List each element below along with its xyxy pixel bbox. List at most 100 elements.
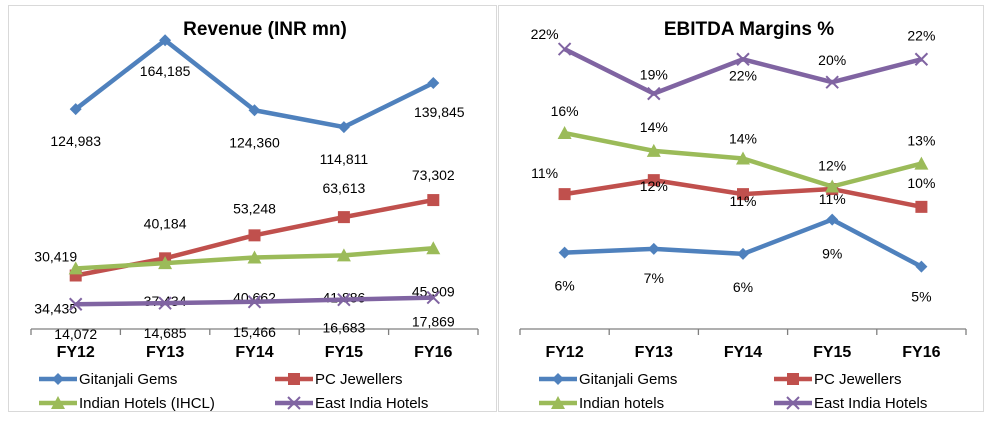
data-point-indian-hotels-ihcl-fy12	[68, 261, 83, 275]
data-label-gitanjali-gems-fy13: 164,185	[140, 63, 191, 79]
data-label-east-india-hotels-fy15: 20%	[818, 52, 846, 68]
data-point-pc-jewellers-fy16	[427, 194, 440, 207]
series-east-india-hotels: 14,072 14,685 15,466 16,683 17,869	[54, 290, 455, 342]
legend: Gitanjali Gems PC Jewellers Indian Hotels …	[39, 371, 428, 412]
ebitda-chart: EBITDA Margins % FY12 FY13 FY14 FY15 FY16 6% 7%…	[519, 19, 967, 412]
data-label-gitanjali-gems-fy15: 114,811	[320, 151, 369, 167]
data-point-indian-hotels-ihcl-fy14	[247, 250, 262, 264]
x-tick-label-fy12: FY12	[545, 344, 583, 361]
data-label-indian-hotels-ihcl-fy16: 45,909	[412, 283, 455, 299]
data-label-indian-hotels-fy14: 14%	[729, 131, 757, 147]
data-point-east-india-hotels-fy13	[158, 296, 172, 310]
revenue-chart: Revenue (INR mn) FY12 FY13 FY14 FY15 FY16 124,…	[30, 19, 479, 412]
legend-label-east-india-hotels: East India Hotels	[315, 395, 428, 412]
x-tick-label-fy15: FY15	[325, 344, 363, 361]
data-label-indian-hotels-fy16: 13%	[907, 133, 935, 149]
data-point-gitanjali-gems-fy16	[915, 260, 928, 273]
data-label-gitanjali-gems-fy12: 124,983	[50, 133, 101, 149]
data-point-pc-jewellers-fy14	[737, 188, 749, 201]
series-pc-jewellers: 30,419 40,184 53,248 63,613 73,302	[34, 167, 455, 282]
x-tick-label-fy13: FY13	[146, 344, 184, 361]
legend-item-pc-jewellers: PC Jewellers	[774, 371, 902, 388]
data-point-east-india-hotels-fy12	[557, 42, 572, 56]
legend-marker-east-india-hotels	[287, 396, 301, 410]
chart-title: EBITDA Margins %	[664, 19, 834, 40]
data-point-east-india-hotels-fy15	[825, 75, 839, 89]
legend-marker-east-india-hotels	[786, 396, 800, 410]
data-label-indian-hotels-fy12: 16%	[551, 103, 579, 119]
legend-label-gitanjali-gems: Gitanjali Gems	[79, 371, 177, 388]
data-label-gitanjali-gems-fy14: 6%	[733, 279, 753, 295]
data-label-pc-jewellers-fy12: 30,419	[34, 248, 77, 264]
data-point-east-india-hotels-fy16	[426, 290, 441, 305]
data-label-gitanjali-gems-fy15: 9%	[822, 246, 842, 262]
x-tick-label-fy12: FY12	[57, 344, 95, 361]
series-gitanjali-gems: 6% 7% 6% 9% 5%	[554, 213, 932, 305]
data-label-east-india-hotels-fy13: 19%	[640, 67, 668, 83]
data-point-gitanjali-gems-fy12	[558, 246, 571, 259]
series-east-india-hotels: 22% 19% 22% 20% 22%	[531, 26, 935, 101]
data-point-gitanjali-gems-fy16	[427, 77, 440, 90]
data-point-pc-jewellers-fy13	[647, 174, 660, 187]
series-pc-jewellers: 11% 12% 11% 11% 10%	[531, 165, 935, 213]
data-point-gitanjali-gems-fy13	[159, 34, 172, 47]
data-point-east-india-hotels-fy16	[914, 52, 929, 66]
data-label-east-india-hotels-fy16: 22%	[907, 27, 935, 43]
data-point-pc-jewellers-fy15	[337, 211, 350, 224]
legend-item-pc-jewellers: PC Jewellers	[275, 371, 403, 388]
data-point-indian-hotels-ihcl-fy16	[426, 241, 441, 255]
series-gitanjali-gems: 124,983 164,185 124,360 114,811 139,845	[50, 34, 465, 167]
data-point-indian-hotels-ihcl-fy15	[336, 248, 351, 262]
legend-marker-gitanjali-gems	[552, 373, 564, 385]
data-label-east-india-hotels-fy13: 14,685	[144, 325, 187, 341]
data-point-gitanjali-gems-fy14	[737, 247, 749, 260]
data-label-pc-jewellers-fy15: 11%	[819, 191, 846, 207]
x-tick-label-fy16: FY16	[902, 344, 940, 361]
data-label-gitanjali-gems-fy16: 139,845	[414, 104, 465, 120]
legend-label-indian-hotels: Indian hotels	[579, 395, 664, 412]
data-point-indian-hotels-fy15	[825, 179, 840, 193]
legend-label-indian-hotels-ihcl: Indian Hotels (IHCL)	[79, 395, 215, 412]
data-label-pc-jewellers-fy14: 53,248	[233, 200, 276, 216]
data-point-indian-hotels-fy13	[646, 143, 661, 157]
data-label-east-india-hotels-fy14: 15,466	[233, 324, 276, 340]
legend-label-pc-jewellers: PC Jewellers	[315, 371, 403, 388]
data-point-indian-hotels-fy12	[557, 126, 572, 140]
data-point-indian-hotels-fy14	[736, 151, 750, 165]
series-indian-hotels: 16% 14% 14% 12% 13%	[551, 103, 935, 193]
data-point-east-india-hotels-fy12	[68, 297, 83, 311]
revenue-chart-panel: Revenue (INR mn) FY12 FY13 FY14 FY15 FY16 124,…	[8, 5, 497, 412]
data-label-gitanjali-gems-fy14: 124,360	[229, 134, 280, 150]
data-label-gitanjali-gems-fy16: 5%	[911, 289, 931, 305]
data-label-east-india-hotels-fy12: 14,072	[54, 326, 97, 342]
data-label-gitanjali-gems-fy13: 7%	[644, 270, 664, 286]
legend-item-indian-hotels-ihcl: Indian Hotels (IHCL)	[39, 395, 215, 412]
data-label-gitanjali-gems-fy12: 6%	[554, 278, 574, 294]
chart-title: Revenue (INR mn)	[183, 19, 347, 40]
data-label-east-india-hotels-fy12: 22%	[531, 26, 559, 42]
data-label-east-india-hotels-fy14: 22%	[729, 67, 757, 83]
legend-item-east-india-hotels: East India Hotels	[774, 395, 927, 412]
x-tick-label-fy16: FY16	[414, 344, 452, 361]
ebitda-chart-panel: EBITDA Margins % FY12 FY13 FY14 FY15 FY16 6% 7%…	[498, 5, 984, 412]
legend-marker-indian-hotels-ihcl	[51, 396, 65, 409]
data-point-east-india-hotels-fy14	[247, 295, 262, 309]
legend-item-gitanjali-gems: Gitanjali Gems	[539, 371, 677, 388]
data-label-pc-jewellers-fy16: 73,302	[412, 167, 455, 183]
data-point-gitanjali-gems-fy15	[337, 121, 350, 134]
data-label-pc-jewellers-fy13: 40,184	[144, 215, 187, 231]
legend-item-gitanjali-gems: Gitanjali Gems	[39, 371, 177, 388]
data-point-east-india-hotels-fy13	[647, 86, 661, 101]
data-point-gitanjali-gems-fy13	[647, 242, 660, 255]
legend-marker-indian-hotels	[551, 396, 565, 409]
data-point-indian-hotels-fy16	[914, 156, 929, 170]
legend-label-gitanjali-gems: Gitanjali Gems	[579, 371, 677, 388]
x-axis: FY12 FY13 FY14 FY15 FY16	[30, 328, 479, 361]
legend-marker-gitanjali-gems	[52, 373, 64, 385]
x-tick-label-fy13: FY13	[635, 344, 673, 361]
data-label-pc-jewellers-fy12: 11%	[531, 165, 558, 181]
data-label-east-india-hotels-fy15: 16,683	[322, 320, 365, 336]
data-label-indian-hotels-fy13: 14%	[640, 119, 668, 135]
data-point-east-india-hotels-fy15	[337, 292, 351, 307]
data-label-pc-jewellers-fy13: 12%	[640, 178, 668, 194]
